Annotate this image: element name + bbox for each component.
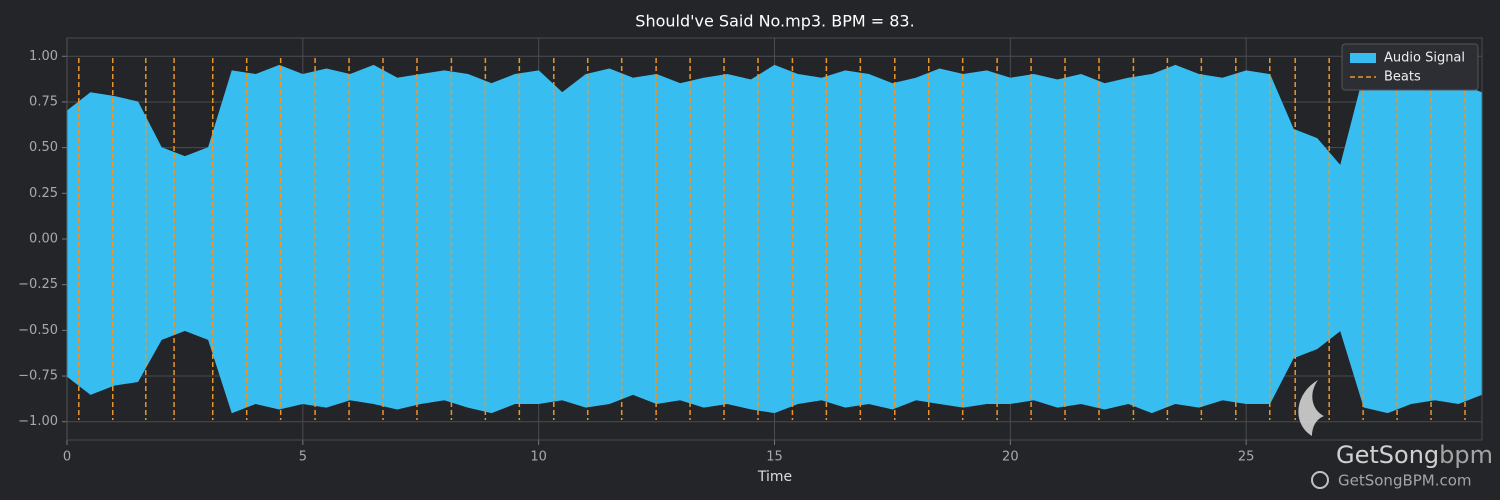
axes-frame — [66, 37, 1483, 441]
y-tick-label: 0.50 — [29, 140, 58, 155]
watermark-url: GetSongBPM.com — [1338, 472, 1472, 490]
x-tick-label: 20 — [1002, 450, 1019, 465]
watermark-logo — [1298, 380, 1324, 436]
y-tick-label: 0.00 — [29, 232, 58, 247]
x-tick-label: 15 — [766, 450, 783, 465]
x-tick-label: 5 — [299, 450, 307, 465]
watermark-logo — [1311, 471, 1329, 489]
y-tick-label: −0.50 — [18, 323, 58, 338]
chart-title: Should've Said No.mp3. BPM = 83. — [635, 12, 914, 31]
y-tick-label: −0.25 — [18, 277, 58, 292]
plot-area: 1.00 0.75 0.50 0.25 0.00 −0.25 −0.50 −0.75 −1.00… — [18, 37, 1483, 465]
signal-lower — [66, 238, 1483, 414]
x-tick-label: 10 — [530, 450, 547, 465]
y-tick-label: −0.75 — [18, 369, 58, 384]
y-tick-label: −1.00 — [18, 414, 58, 429]
watermark: GetSongbpm GetSongBPM.com — [1298, 380, 1493, 490]
x-tick-label: 25 — [1238, 450, 1255, 465]
watermark-brand-suffix: bpm — [1439, 441, 1493, 469]
x-tick-label: 0 — [63, 450, 71, 465]
legend-label: Beats — [1384, 70, 1421, 85]
y-tick-label: 0.75 — [29, 94, 58, 109]
x-axis-label: Time — [757, 469, 792, 485]
watermark-brand: GetSong — [1336, 441, 1439, 469]
watermark-brand: GetSongbpm — [1336, 441, 1493, 469]
y-tick-label: 0.25 — [29, 186, 58, 201]
signal-upper — [66, 64, 1483, 240]
legend-label: Audio Signal — [1384, 51, 1465, 66]
legend-swatch — [1350, 53, 1376, 63]
y-tick-label: 1.00 — [29, 49, 58, 64]
